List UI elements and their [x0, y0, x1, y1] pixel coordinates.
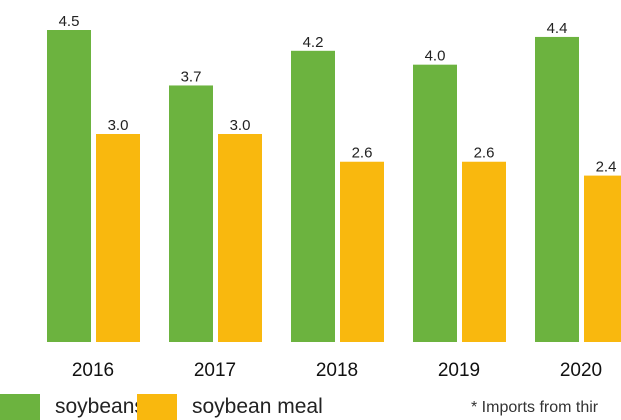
x-tick-label-2016: 2016 [72, 360, 114, 381]
value-label-soybeans-2016: 4.5 [59, 13, 80, 30]
value-label-soybeans-2018: 4.2 [303, 34, 324, 51]
bar-soybean-meal-2017 [218, 134, 262, 342]
value-label-soybean-meal-2016: 3.0 [108, 117, 129, 134]
bar-soybeans-2016 [47, 30, 91, 342]
bar-soybeans-2018 [291, 50, 335, 343]
x-tick-label-2020: 2020 [560, 360, 602, 381]
legend-swatch-soybeans [0, 394, 40, 420]
bar-soybeans-2019 [413, 64, 457, 343]
legend-label-soybean-meal: soybean meal [192, 395, 323, 418]
value-label-soybeans-2019: 4.0 [425, 48, 446, 65]
bar-soybean-meal-2018 [340, 161, 384, 342]
bar-chart: 4.5 3.0 2016 3.7 3.0 2017 4.2 2.6 2018 4.0 2.6 2019… [47, 13, 621, 381]
value-label-soybean-meal-2017: 3.0 [230, 117, 251, 134]
footnote: * Imports from thir [471, 399, 599, 416]
x-tick-label-2017: 2017 [194, 360, 236, 381]
legend-label-soybeans: soybeans [55, 395, 145, 418]
bar-soybean-meal-2020 [584, 175, 621, 342]
value-label-soybean-meal-2019: 2.6 [474, 145, 495, 162]
legend-item-soybeans: soybeans [0, 394, 145, 420]
value-label-soybean-meal-2018: 2.6 [352, 145, 373, 162]
legend-item-soybean-meal: soybean meal [137, 394, 323, 420]
x-tick-label-2019: 2019 [438, 360, 480, 381]
value-label-soybean-meal-2020: 2.4 [596, 159, 617, 176]
value-label-soybeans-2017: 3.7 [181, 68, 202, 85]
bar-soybean-meal-2019 [462, 161, 506, 342]
value-label-soybeans-2020: 4.4 [547, 20, 568, 37]
bar-soybeans-2017 [169, 85, 213, 342]
bar-soybeans-2020 [535, 36, 579, 342]
legend-swatch-soybean-meal [137, 394, 177, 420]
x-tick-label-2018: 2018 [316, 360, 358, 381]
bar-soybean-meal-2016 [96, 134, 140, 342]
